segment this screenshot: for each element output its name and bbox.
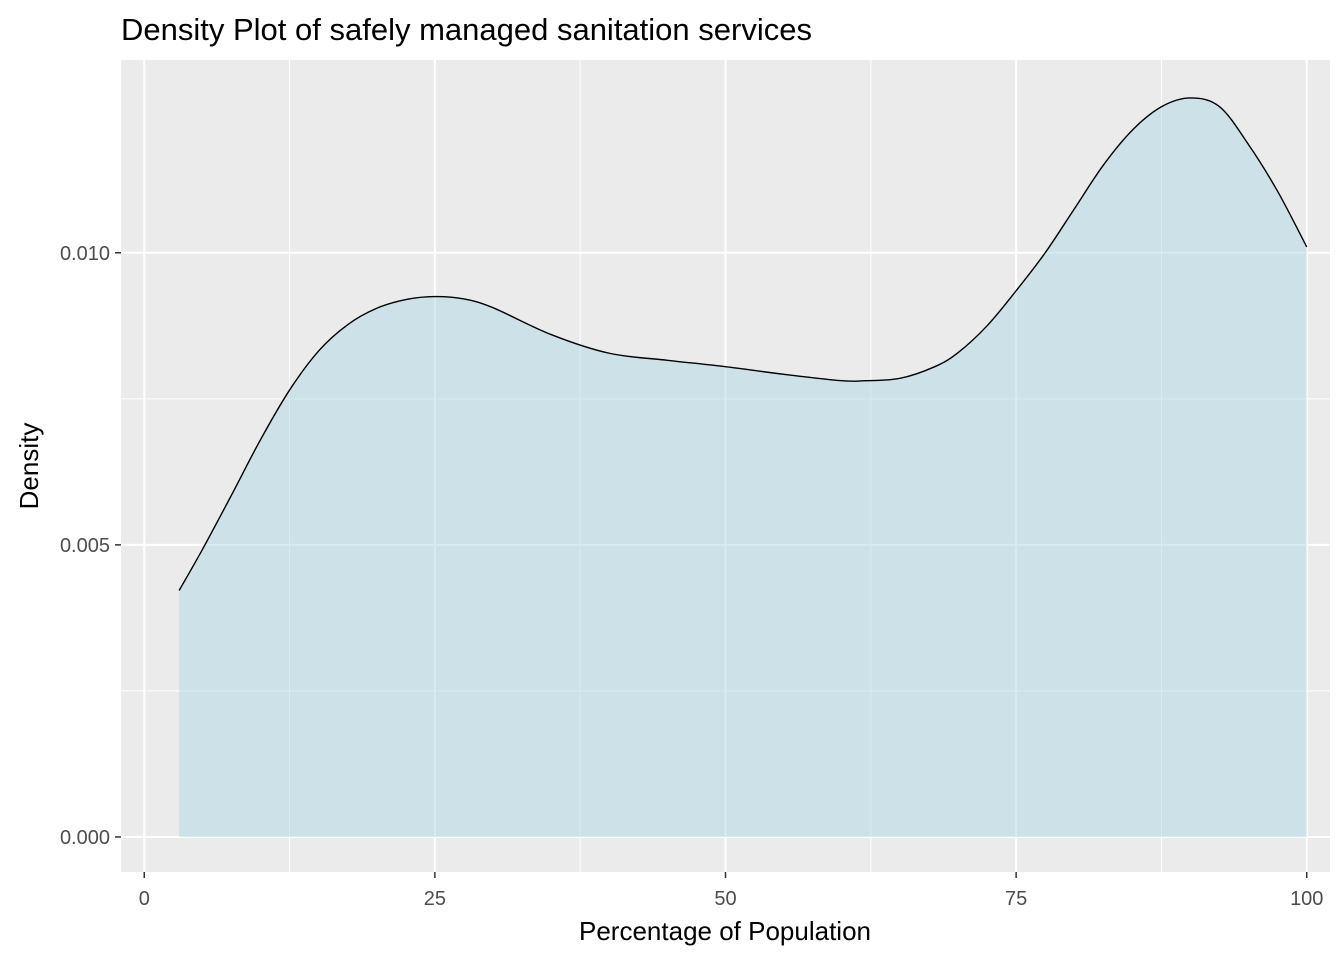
x-axis: 0 25 50 75 100 [139, 872, 1323, 910]
x-tick-label: 25 [424, 888, 446, 910]
y-tick-label: 0.005 [60, 535, 110, 557]
x-axis-title: Percentage of Population [579, 916, 871, 946]
x-tick-label: 75 [1005, 888, 1027, 910]
y-axis-title: Density [14, 423, 44, 510]
x-tick-label: 100 [1290, 888, 1323, 910]
x-tick-label: 0 [139, 888, 150, 910]
y-axis: 0.000 0.005 0.010 [60, 243, 121, 849]
y-tick-label: 0.010 [60, 243, 110, 265]
density-area [179, 97, 1307, 837]
chart-title: Density Plot of safely managed sanitatio… [121, 12, 812, 47]
density-curve [178, 97, 1308, 591]
x-tick-label: 50 [714, 888, 736, 910]
y-tick-label: 0.000 [60, 827, 110, 849]
